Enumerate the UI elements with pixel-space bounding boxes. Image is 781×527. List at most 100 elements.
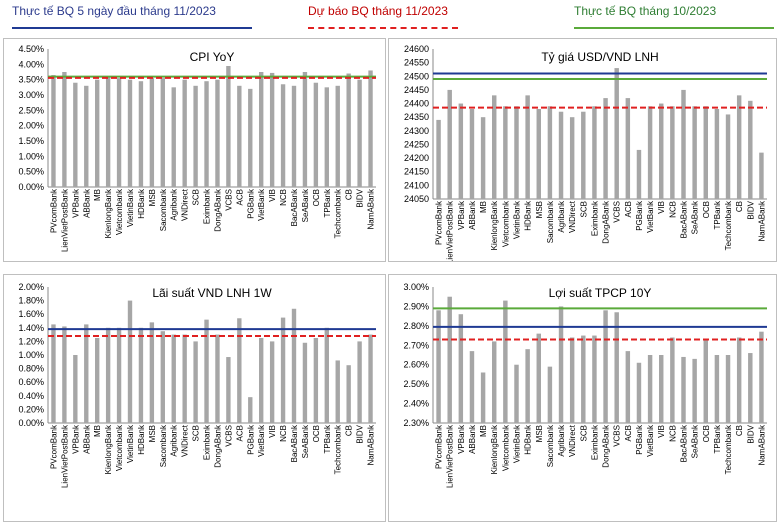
bar-PVcomBank (436, 119, 441, 199)
bar-BIDV (748, 353, 753, 423)
bar-SCB (193, 341, 198, 423)
bar-MB (480, 372, 486, 423)
category-label: NamABank (367, 188, 376, 229)
category-label: Techcombank (724, 200, 733, 250)
bar-Eximbank (204, 81, 209, 187)
category-label: Vietcombank (501, 424, 510, 471)
bar-NCB (280, 84, 286, 187)
bar-VIB (659, 355, 664, 423)
bar-VPBank (458, 103, 464, 199)
bar-MSB (536, 333, 541, 423)
bar-VPBank (73, 82, 78, 187)
bar-NamABank (368, 70, 373, 187)
bar-Sacombank (547, 366, 553, 423)
category-label: NCB (668, 425, 677, 442)
y-tick-label: 0.60% (18, 377, 44, 387)
category-label: VCBS (224, 425, 233, 447)
category-label: VNDirect (568, 424, 577, 457)
category-label: MB (479, 425, 488, 437)
category-label: LienVietPostBank (60, 424, 69, 488)
bar-PVcomBank (436, 310, 441, 423)
bar-VCBS (614, 312, 619, 423)
category-label: LienVietPostBank (446, 200, 455, 261)
bar-VietBank (647, 355, 653, 423)
category-label: ABBank (468, 200, 477, 230)
bar-VCBS (614, 68, 619, 199)
category-label: SCB (579, 201, 588, 217)
category-label: CB (345, 425, 354, 436)
category-label: ACB (235, 425, 244, 441)
fx-chart: 24050 24100 24150 24200 24250 24300 24350 24400… (404, 44, 767, 264)
bar-SCB (193, 85, 198, 187)
chart-title: Lợi suất TPCP 10Y (549, 286, 652, 300)
chart-legend: Thực tế BQ 5 ngày đầu tháng 11/2023 Dự b… (0, 0, 781, 36)
chart-panel-cpi: 0.00% 0.50% 1.00% 1.50% 2.00% 2.50% 3.00% 3.50%… (3, 38, 386, 262)
chart-title-bg (538, 284, 662, 302)
category-label: Vietcombank (115, 424, 124, 471)
category-label: BIDV (356, 424, 365, 443)
bar-SeABank (302, 72, 308, 187)
category-label: VietinBank (513, 424, 522, 463)
category-label: VIB (268, 189, 277, 202)
category-label: VietinBank (513, 200, 522, 239)
category-label: PVcomBank (435, 424, 444, 469)
y-tick-label: 24200 (404, 153, 429, 163)
category-label: BacABank (290, 424, 299, 462)
category-label: ABBank (82, 424, 91, 454)
category-label: Vietcombank (115, 188, 124, 235)
bar-NamABank (368, 334, 373, 423)
category-label: VNDirect (181, 424, 190, 457)
category-label: Eximbank (590, 424, 599, 460)
bar-PVcomBank (51, 324, 56, 423)
bar-VCBS (226, 357, 231, 423)
bar-Techcombank (335, 85, 340, 187)
bar-TPBank (714, 109, 720, 199)
bar-HDBank (138, 327, 144, 423)
category-label: Eximbank (590, 200, 599, 236)
y-tick-label: 0.00% (18, 418, 44, 428)
bar-VNDirect (569, 337, 575, 423)
bar-CB (346, 365, 351, 423)
category-label: MSB (148, 425, 157, 442)
category-label: KienlongBank (490, 200, 499, 250)
bond-yield-chart: 2.30% 2.40% 2.50% 2.60% 2.70% 2.80% 2.90% 3.00%… (403, 282, 767, 488)
legend-actual-prev-label: Thực tế BQ tháng 10/2023 (574, 4, 717, 18)
category-label: VPBank (457, 200, 466, 230)
category-label: OCB (702, 201, 711, 218)
bar-SeABank (302, 342, 308, 423)
category-label: VIB (268, 425, 277, 438)
bar-NCB (670, 106, 675, 199)
y-tick-label: 2.40% (403, 399, 429, 409)
bar-PGBank (248, 88, 253, 187)
category-label: PGBank (246, 424, 255, 455)
category-label: MB (93, 189, 102, 201)
category-label: LienVietPostBank (60, 188, 69, 252)
bar-DongABank (603, 310, 608, 423)
bar-Vietcombank (116, 78, 122, 187)
bar-KienlongBank (492, 341, 497, 423)
bar-MB (480, 117, 486, 199)
bar-TPBank (714, 355, 720, 423)
y-tick-label: 2.30% (403, 418, 429, 428)
category-label: Eximbank (203, 188, 212, 224)
category-label: BIDV (746, 424, 755, 443)
category-label: PGBank (635, 424, 644, 455)
y-tick-label: 1.00% (18, 151, 44, 161)
bar-Sacombank (547, 106, 553, 199)
category-label: Vietcombank (501, 200, 510, 247)
category-label: SCB (579, 425, 588, 441)
bar-BacABank (681, 356, 686, 423)
bar-MSB (536, 109, 541, 199)
bar-Sacombank (160, 78, 165, 187)
category-label: VPBank (457, 424, 466, 454)
category-label: HDBank (524, 200, 533, 231)
category-label: LienVietPostBank (446, 424, 455, 488)
bar-LienVietPostBank (62, 72, 67, 187)
category-label: BIDV (356, 188, 365, 207)
bar-Agribank (558, 111, 564, 199)
category-label: Sacombank (159, 424, 168, 467)
chart-title: CPI YoY (190, 50, 235, 64)
y-tick-label: 0.40% (18, 391, 44, 401)
category-label: KienlongBank (104, 188, 113, 238)
bar-VCBS (226, 62, 231, 187)
